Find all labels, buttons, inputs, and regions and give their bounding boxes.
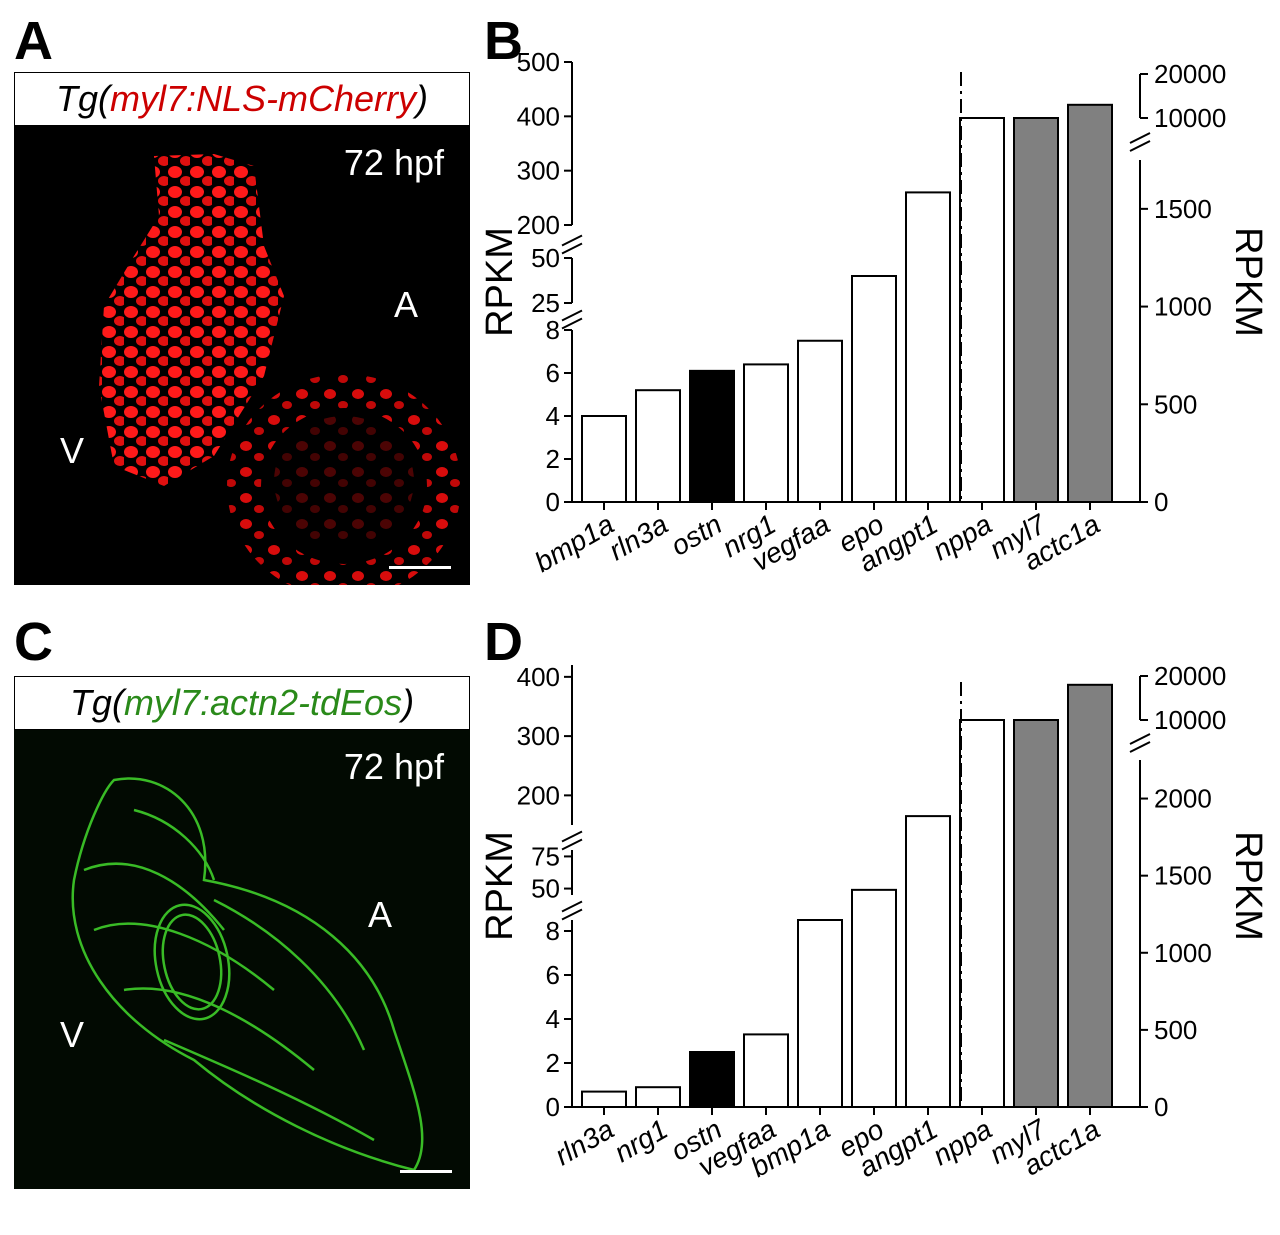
stage-label-a: 72 hpf	[343, 142, 444, 183]
bar-actc1a	[1067, 683, 1113, 1108]
left-axis-tick-label: 75	[531, 841, 560, 871]
category-label-nrg1: nrg1	[609, 1113, 673, 1168]
right-axis-tick-label: 10000	[1154, 103, 1226, 133]
left-axis-tick-label: 2	[546, 444, 560, 474]
bar-rln3a	[581, 1090, 627, 1108]
left-axis-tick-label: 400	[517, 101, 560, 131]
right-axis-tick-label: 0	[1154, 1092, 1168, 1122]
right-axis-title: RPKM	[1227, 227, 1269, 337]
left-axis-tick-label: 50	[531, 874, 560, 904]
atrium-label-a: A	[394, 284, 419, 325]
right-axis-tick-label: 1500	[1154, 861, 1212, 891]
bar-nppa	[959, 117, 1005, 503]
left-axis-break	[561, 900, 583, 913]
left-axis-tick-label: 8	[546, 315, 560, 345]
right-axis-tick-label: 1500	[1154, 194, 1212, 224]
bar-vegfaa	[797, 339, 843, 503]
bar-ostn	[689, 1051, 735, 1108]
right-axis-break	[1129, 741, 1151, 753]
left-axis-tick-label: 8	[546, 916, 560, 946]
left-axis-tick-label: 300	[517, 156, 560, 186]
left-axis-tick-label: 50	[531, 243, 560, 273]
bar-angpt1	[905, 191, 951, 503]
micrograph-c: Tg(myl7:actn2-tdEos) 72 hpf A V	[14, 676, 470, 1189]
scale-bar-c	[400, 1170, 452, 1173]
stage-label-c: 72 hpf	[343, 746, 444, 787]
left-axis-tick-label: 400	[517, 662, 560, 692]
right-axis-tick-label: 10000	[1154, 705, 1226, 735]
bar-nrg1	[743, 363, 789, 503]
heart-image-a	[14, 126, 470, 585]
left-axis-break	[561, 908, 583, 921]
left-axis-break	[561, 309, 583, 322]
right-axis-tick-label: 2000	[1154, 784, 1212, 814]
left-axis-tick-label: 200	[517, 780, 560, 810]
right-axis-title: RPKM	[1227, 831, 1269, 941]
right-axis-break	[1129, 140, 1151, 152]
left-axis-tick-label: 500	[517, 47, 560, 77]
caption-suffix: )	[416, 78, 429, 119]
right-axis-tick-label: 500	[1154, 1015, 1197, 1045]
right-axis-tick-label: 500	[1154, 389, 1197, 419]
left-axis-break	[561, 838, 583, 851]
transgene-caption-c: Tg(myl7:actn2-tdEos)	[14, 676, 470, 730]
panel-letter-b: B	[484, 11, 523, 71]
right-axis-tick-label: 1000	[1154, 292, 1212, 322]
bar-epo	[851, 275, 897, 503]
left-axis-tick-label: 6	[546, 358, 560, 388]
bar-ostn	[689, 369, 735, 503]
left-axis-title: RPKM	[479, 831, 521, 941]
right-axis-break	[1129, 132, 1151, 144]
bar-angpt1	[905, 815, 951, 1108]
heart-nuclei-illustration	[99, 154, 461, 585]
bar-myl7	[1013, 117, 1059, 503]
bar-myl7	[1013, 719, 1059, 1108]
bar-vegfaa	[743, 1033, 789, 1109]
right-axis-break	[1129, 733, 1151, 745]
right-axis-tick-label: 20000	[1154, 661, 1226, 691]
ventricle-label-a: V	[60, 430, 85, 471]
caption-prefix: Tg(	[55, 78, 110, 119]
left-axis-break	[561, 234, 583, 247]
bar-actc1a	[1067, 103, 1113, 504]
caption-suffix: )	[402, 682, 415, 723]
heart-sarcomere-illustration	[71, 777, 424, 1172]
caption-transgene: myl7:actn2-tdEos	[123, 682, 403, 723]
right-axis-tick-label: 1000	[1154, 938, 1212, 968]
ventricle-label-c: V	[60, 1014, 85, 1055]
bar-nppa	[959, 719, 1005, 1108]
left-axis-tick-label: 300	[517, 721, 560, 751]
bar-bmp1a	[797, 919, 843, 1108]
left-axis-tick-label: 4	[546, 1004, 560, 1034]
left-axis-break	[561, 830, 583, 843]
scale-bar-a	[389, 566, 451, 569]
atrium-label-c: A	[368, 894, 393, 935]
panel-letter-d: D	[484, 612, 523, 672]
left-axis-tick-label: 0	[546, 1092, 560, 1122]
right-axis-tick-label: 0	[1154, 487, 1168, 517]
caption-prefix: Tg(	[69, 682, 124, 723]
right-axis-tick-label: 20000	[1154, 59, 1226, 89]
panel-letter-c: C	[14, 612, 53, 672]
micrograph-a: Tg(myl7:NLS-mCherry) 72 hpf A V	[14, 72, 470, 585]
left-axis-tick-label: 200	[517, 210, 560, 240]
left-axis-tick-label: 6	[546, 960, 560, 990]
left-axis-break	[561, 242, 583, 255]
transgene-caption-a: Tg(myl7:NLS-mCherry)	[14, 72, 470, 126]
left-axis-tick-label: 0	[546, 487, 560, 517]
bar-nrg1	[635, 1086, 681, 1108]
left-axis-break	[561, 317, 583, 330]
left-axis-tick-label: 4	[546, 401, 560, 431]
panel-letter-a: A	[14, 11, 53, 71]
heart-image-c	[14, 730, 470, 1189]
caption-transgene: myl7:NLS-mCherry	[109, 78, 417, 119]
bar-epo	[851, 888, 897, 1108]
left-axis-title: RPKM	[479, 227, 521, 337]
left-axis-tick-label: 2	[546, 1048, 560, 1078]
left-axis-tick-label: 25	[531, 288, 560, 318]
